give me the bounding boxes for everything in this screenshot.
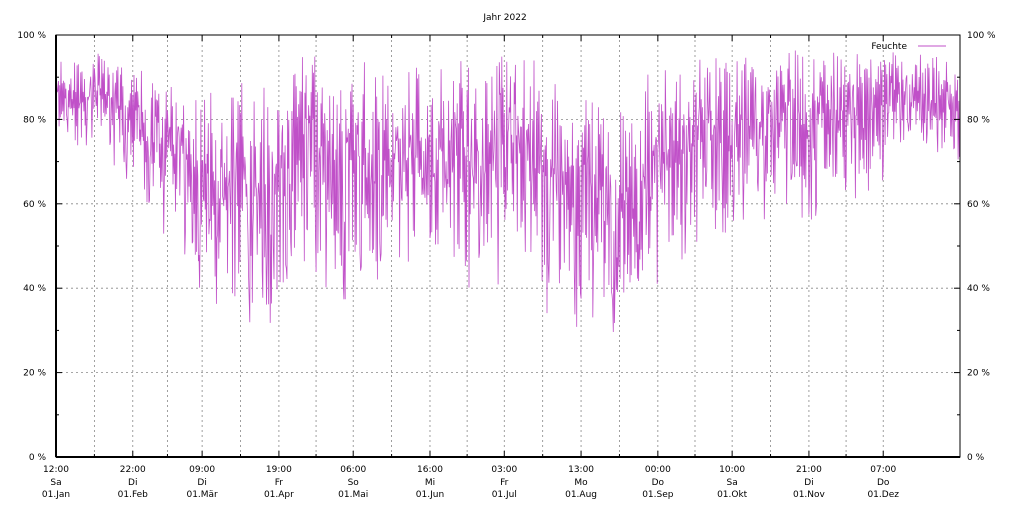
x-tick-labels: 12:00 Sa 01.Jan 22:00 Di 01.Feb 09:00 Di 01.Mär 1…	[42, 465, 899, 500]
chart-title: Jahr 2022	[482, 13, 526, 23]
x-tick-label-date: 01.Mär	[186, 490, 218, 500]
x-tick-label-weekday: Do	[877, 478, 890, 488]
x-tick-label-date: 01.Sep	[642, 490, 674, 500]
grid	[56, 35, 960, 457]
y-tick-label-right: 100 %	[967, 31, 996, 41]
y-tick-label: 100 %	[17, 31, 46, 41]
legend: Feuchte	[871, 42, 946, 52]
x-tick-label-time: 22:00	[120, 465, 146, 475]
x-tick-label-time: 07:00	[870, 465, 896, 475]
series-feuchte	[55, 50, 961, 333]
x-tick-label-date: 01.Dez	[867, 490, 899, 500]
x-tick-label-weekday: So	[348, 478, 360, 488]
x-tick-label-weekday: Mo	[574, 478, 588, 488]
legend-label: Feuchte	[871, 42, 907, 52]
y-tick-label: 80 %	[23, 115, 46, 125]
x-tick-label-date: 01.Apr	[264, 490, 294, 500]
x-tick-label-date: 01.Jul	[492, 490, 517, 500]
x-tick-label-weekday: Fr	[275, 478, 284, 488]
y-tick-label: 20 %	[23, 369, 46, 379]
x-tick-label-weekday: Do	[652, 478, 665, 488]
x-tick-label-weekday: Sa	[727, 478, 738, 488]
x-tick-label-time: 13:00	[568, 465, 594, 475]
x-tick-label-time: 09:00	[189, 465, 215, 475]
x-tick-label-weekday: Sa	[50, 478, 61, 488]
x-tick-label-time: 12:00	[43, 465, 69, 475]
y-tick-label-right: 80 %	[967, 115, 990, 125]
x-tick-label-date: 01.Jun	[416, 490, 444, 500]
y-tick-label-right: 0 %	[967, 453, 985, 463]
x-tick-label-date: 01.Nov	[793, 490, 826, 500]
y-tick-label: 40 %	[23, 284, 46, 294]
x-tick-label-time: 00:00	[645, 465, 671, 475]
y-tick-label-right: 20 %	[967, 369, 990, 379]
y-tick-label: 60 %	[23, 200, 46, 210]
x-tick-label-weekday: Fr	[500, 478, 509, 488]
x-tick-label-weekday: Mi	[425, 478, 435, 488]
x-tick-label-time: 16:00	[417, 465, 443, 475]
x-tick-label-date: 01.Okt	[717, 490, 748, 500]
x-tick-label-time: 21:00	[796, 465, 822, 475]
x-tick-label-time: 19:00	[266, 465, 292, 475]
y-tick-label: 0 %	[29, 453, 47, 463]
y-tick-label-right: 40 %	[967, 284, 990, 294]
x-tick-label-date: 01.Feb	[118, 490, 149, 500]
x-tick-label-weekday: Di	[804, 478, 813, 488]
x-tick-label-date: 01.Mai	[338, 490, 368, 500]
x-tick-label-date: 01.Aug	[565, 490, 597, 500]
x-tick-label-date: 01.Jan	[42, 490, 70, 500]
x-tick-label-weekday: Di	[128, 478, 137, 488]
y-tick-labels: 0 % 0 % 20 % 20 % 40 % 40 % 60 % 60 % 80 % 80 % 10…	[17, 31, 996, 463]
x-tick-label-time: 03:00	[491, 465, 517, 475]
axes	[55, 34, 961, 458]
x-tick-label-time: 06:00	[340, 465, 366, 475]
x-tick-label-weekday: Di	[197, 478, 206, 488]
x-tick-label-time: 10:00	[719, 465, 745, 475]
y-tick-label-right: 60 %	[967, 200, 990, 210]
series-line-feuchte	[55, 50, 961, 333]
